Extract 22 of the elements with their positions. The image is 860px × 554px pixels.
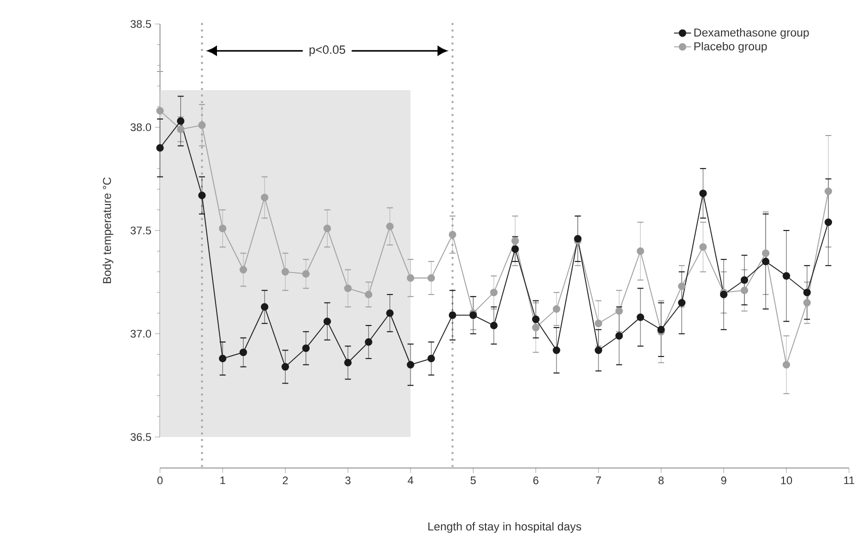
- x-tick-label: 7: [596, 476, 601, 484]
- x-tick-label: 4: [408, 476, 414, 484]
- x-axis-title: Length of stay in hospital days: [428, 522, 582, 533]
- y-tick-label: 38.0: [130, 123, 152, 132]
- x-tick-label: 6: [533, 476, 538, 484]
- x-tick-label: 3: [345, 476, 350, 484]
- x-tick-label: 5: [470, 476, 476, 484]
- y-tick-label: 36.5: [130, 433, 152, 441]
- annotation: p<0.05: [310, 45, 346, 56]
- y-tick-label: 38.5: [130, 20, 152, 28]
- x-tick-label: 11: [844, 476, 854, 484]
- y-tick-label: 37.5: [130, 226, 152, 234]
- y-tick-label: 37.0: [130, 330, 152, 338]
- x-tick-label: 0: [157, 476, 163, 484]
- x-tick-label: 8: [658, 476, 664, 484]
- x-tick-label: 1: [220, 476, 226, 484]
- x-tick-label: 10: [781, 476, 792, 484]
- legend-label: Dexamethasone group: [694, 28, 809, 39]
- y-axis-title: Body temperature °C: [102, 177, 114, 284]
- x-tick-label: 2: [282, 476, 288, 484]
- x-tick-label: 9: [721, 476, 726, 484]
- legend-label: Placebo group: [694, 42, 767, 53]
